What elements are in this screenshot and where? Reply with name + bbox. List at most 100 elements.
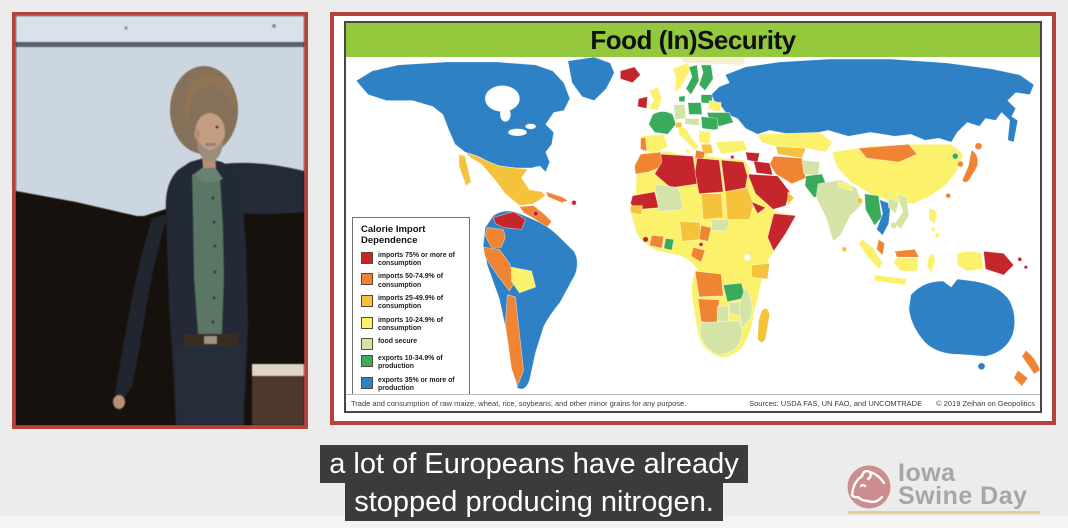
map-region-switzerland [675, 122, 683, 128]
speaker-shirt-collar [194, 165, 223, 183]
map-legend: Calorie Import Dependence imports 75% or… [352, 217, 470, 394]
speaker-video-panel [12, 12, 308, 429]
map-region-poland [687, 102, 703, 115]
map-region-mauritania [630, 191, 660, 210]
map-region-cote-divoire [649, 235, 665, 249]
screen-top-band [16, 16, 304, 42]
slide-panel: Food (In)Security [330, 12, 1056, 425]
logo-line-1: Iowa [898, 459, 956, 487]
map-region-sri-lanka [841, 246, 848, 253]
speaker-beard [197, 138, 223, 162]
map-region-finland [698, 64, 714, 92]
logo-text: Iowa Swine Day [898, 459, 1028, 510]
speaker-face [195, 113, 225, 151]
map-region-liberia [642, 236, 649, 243]
hudson-bay [484, 85, 520, 112]
slide-sources: Sources: USDA FAS, UN FAO, and UNCOMTRAD… [749, 398, 923, 408]
map-region-south-africa [699, 320, 743, 355]
world-map-area: Calorie Import Dependence imports 75% or… [346, 57, 1040, 394]
map-region-romania-hungary [700, 116, 719, 131]
map-region-chile [505, 294, 524, 387]
caption-block: a lot of Europeans have already stopped … [0, 445, 1068, 521]
map-region-bangladesh [856, 197, 863, 205]
map-region-sulawesi [926, 253, 936, 274]
map-region-north-korea [951, 152, 959, 160]
map-region-cameroon [698, 225, 712, 242]
map-region-equatorial-guinea [698, 242, 704, 247]
map-region-cyprus [730, 154, 735, 160]
slide-footer: Trade and consumption of raw maize, whea… [346, 394, 1040, 411]
map-region-peru-ecuador [482, 246, 516, 292]
map-region-south-korea [956, 160, 964, 168]
map-region-mali [654, 183, 684, 212]
map-region-malaysia-peninsular [876, 239, 886, 256]
map-region-ghana [663, 238, 675, 251]
map-region-namibia [697, 298, 720, 324]
legend-item: imports 75% or more of consumption [361, 251, 462, 269]
map-region-iraq [753, 160, 774, 176]
map-region-germany [673, 104, 687, 120]
map-region-papua-new-guinea [1017, 256, 1023, 262]
map-region-java [874, 274, 908, 286]
legend-item: exports 10-34.9% of production [361, 355, 462, 372]
legend-swatch-imports75 [361, 251, 373, 264]
pig-icon [847, 465, 891, 509]
speaker-mustache [205, 143, 216, 146]
slide-copyright: © 2019 Zeihan on Geopolitics [936, 398, 1035, 408]
logo-line-2: Swine Day [898, 482, 1028, 510]
map-region-philippines [928, 207, 938, 224]
map-region-uk [648, 86, 663, 111]
legend-item: imports 50-74.9% of consumption [361, 273, 462, 290]
map-region-oman [787, 191, 795, 207]
legend-label: food secure [378, 338, 418, 346]
map-region-mexico [464, 151, 547, 207]
map-region-australia [908, 278, 1016, 357]
map-region-japan [961, 149, 979, 183]
map-region-libya [694, 157, 724, 195]
map-region-west-papua [956, 250, 984, 272]
map-region-nicaragua [532, 210, 539, 217]
map-region-denmark [678, 95, 686, 102]
speaker-shirt [192, 174, 224, 334]
map-region-somalia [767, 213, 797, 252]
iowa-swine-day-logo: Iowa Swine Day [845, 461, 1050, 519]
map-region-italy [677, 126, 700, 151]
legend-item: imports 10-24.9% of consumption [361, 316, 462, 334]
map-region-eritrea [751, 201, 766, 214]
black-sea [709, 128, 737, 141]
map-region-gabon [690, 246, 706, 263]
map-region-angola [694, 270, 724, 298]
map-region-sweden [685, 64, 700, 96]
map-region-senegal [630, 205, 643, 215]
map-region-baja [458, 153, 472, 187]
shirt-button [211, 320, 215, 324]
legend-item: food secure [361, 338, 462, 351]
map-region-papua-new-guinea [1023, 264, 1029, 270]
map-region-iceland [620, 66, 641, 84]
map-region-philippines [930, 227, 936, 232]
legend-item: exports 35% or more of production [361, 376, 462, 394]
legend-label: imports 75% or more of consumption [378, 251, 455, 268]
map-region-czech-austria [684, 118, 700, 126]
map-region-hispaniola [571, 199, 577, 206]
map-region-tanzania [751, 262, 771, 280]
map-region-portugal [640, 136, 647, 152]
map-region-chad [700, 193, 724, 220]
table-skirt [252, 376, 304, 425]
map-region-madagascar [757, 308, 771, 343]
map-region-papua-new-guinea [983, 250, 1015, 276]
map-region-laos [887, 197, 900, 214]
map-region-venezuela [492, 211, 526, 230]
map-region-myanmar [864, 193, 882, 226]
speaker-left-hand [113, 395, 125, 409]
legend-label: exports 35% or more of production [378, 376, 455, 392]
map-region-nigeria [679, 221, 702, 242]
map-region-central-america [519, 205, 553, 228]
shirt-button [213, 244, 217, 248]
legend-item: imports 25-49.9% of consumption [361, 294, 462, 312]
map-region-sumatra [858, 239, 883, 270]
map-region-belarus [707, 100, 722, 112]
shirt-button [212, 220, 216, 224]
speaker-hair-front [184, 73, 236, 124]
map-region-svalbard [678, 57, 746, 66]
